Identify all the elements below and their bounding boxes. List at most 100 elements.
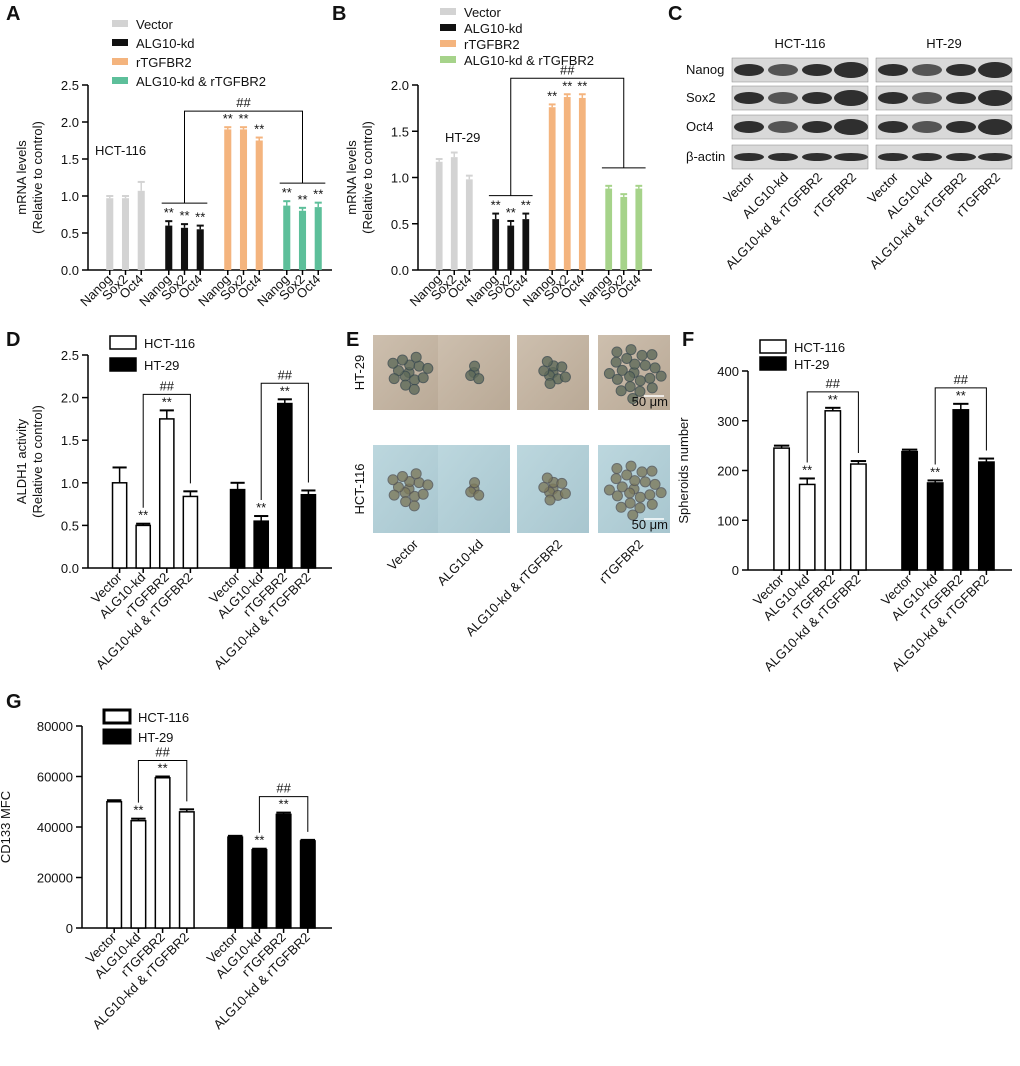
- bar: [465, 179, 473, 270]
- cell: [388, 373, 400, 385]
- blot-band: [734, 121, 764, 133]
- blot-band: [768, 92, 798, 104]
- y-tick-label: 100: [717, 513, 739, 528]
- cell: [634, 385, 646, 397]
- legend-swatch: [102, 708, 132, 725]
- significance: **: [158, 761, 168, 776]
- y-axis-label: (Relative to control): [30, 405, 45, 518]
- bar: [620, 196, 628, 270]
- bar: [849, 463, 867, 571]
- bar: [314, 207, 322, 270]
- legend-label: HT-29: [138, 730, 173, 745]
- cell: [422, 479, 434, 491]
- cell: [538, 365, 550, 377]
- bracket-label: ##: [560, 62, 575, 77]
- legend-swatch: [440, 8, 456, 15]
- cell: [396, 354, 408, 366]
- bar: [227, 836, 244, 929]
- significance: **: [562, 78, 572, 93]
- y-tick-label: 200: [717, 464, 739, 479]
- cell: [473, 489, 485, 501]
- legend-swatch: [440, 24, 456, 31]
- bracket: [137, 760, 188, 803]
- bar: [275, 813, 292, 929]
- blot-band: [878, 92, 908, 104]
- blot-band: [734, 92, 764, 104]
- bracket-label: ##: [160, 378, 175, 393]
- bar: [276, 402, 293, 569]
- bracket-label: ##: [278, 367, 293, 382]
- panel-label: A: [6, 3, 20, 25]
- cell: [611, 490, 623, 502]
- legend-swatch: [759, 339, 787, 354]
- blot-band: [878, 64, 908, 76]
- significance: **: [280, 383, 290, 398]
- legend-label: ALG10-kd & rTGFBR2: [136, 74, 266, 89]
- cell: [634, 375, 646, 387]
- bar: [255, 140, 263, 270]
- y-tick-label: 2.0: [391, 78, 409, 93]
- scale-label: 50 μm: [632, 517, 668, 532]
- significance: **: [179, 208, 189, 223]
- y-tick-label: 1.5: [61, 433, 79, 448]
- significance: **: [828, 392, 838, 407]
- bar: [548, 107, 556, 270]
- cell: [396, 470, 408, 482]
- blot-band: [734, 153, 764, 161]
- significance: **: [506, 205, 516, 220]
- blot-band: [802, 153, 832, 161]
- bar: [106, 198, 114, 270]
- bracket-label: ##: [826, 376, 841, 391]
- bar: [154, 777, 171, 929]
- cell: [538, 481, 550, 493]
- y-tick-label: 0.5: [391, 217, 409, 232]
- cell: [616, 364, 628, 376]
- bar: [926, 482, 944, 571]
- y-tick-label: 0.5: [61, 518, 79, 533]
- bar: [563, 97, 571, 271]
- cell: [636, 466, 648, 478]
- bar: [137, 190, 145, 270]
- y-tick-label: 20000: [37, 871, 73, 886]
- bar: [773, 447, 791, 571]
- cell: [417, 488, 429, 500]
- cell: [387, 474, 399, 486]
- bracket: [258, 796, 309, 833]
- y-tick-label: 40000: [37, 820, 73, 835]
- legend-swatch: [109, 357, 137, 372]
- blot-band: [834, 90, 868, 106]
- cell: [629, 358, 641, 370]
- cell: [646, 465, 658, 477]
- bar: [635, 188, 643, 270]
- cell: [615, 501, 627, 513]
- legend-label: Vector: [464, 5, 502, 20]
- cell: [408, 383, 420, 395]
- legend-swatch: [112, 39, 128, 46]
- y-tick-label: 0: [66, 921, 73, 936]
- significance: **: [195, 210, 205, 225]
- annotation: HCT-116: [95, 143, 146, 158]
- y-tick-label: 0.0: [61, 263, 79, 278]
- cell: [646, 382, 658, 394]
- blot-row-label: Sox2: [686, 90, 716, 105]
- bar: [182, 495, 199, 569]
- significance: **: [138, 508, 148, 523]
- blot-band: [878, 121, 908, 133]
- bracket-label: ##: [155, 745, 170, 760]
- bar: [300, 493, 317, 569]
- cell: [417, 372, 429, 384]
- panel-label: F: [682, 329, 694, 351]
- bar: [901, 450, 919, 571]
- cell: [541, 472, 553, 484]
- legend-label: HT-29: [794, 357, 829, 372]
- cell: [559, 488, 571, 500]
- blot-band: [946, 153, 976, 161]
- cell: [655, 370, 667, 382]
- bracket: [184, 110, 303, 204]
- blot-band: [912, 153, 942, 161]
- legend-label: ALG10-kd: [464, 21, 523, 36]
- bracket: [260, 382, 309, 501]
- legend-label: ALG10-kd & rTGFBR2: [464, 53, 594, 68]
- column-label: ALG10-kd: [434, 537, 486, 589]
